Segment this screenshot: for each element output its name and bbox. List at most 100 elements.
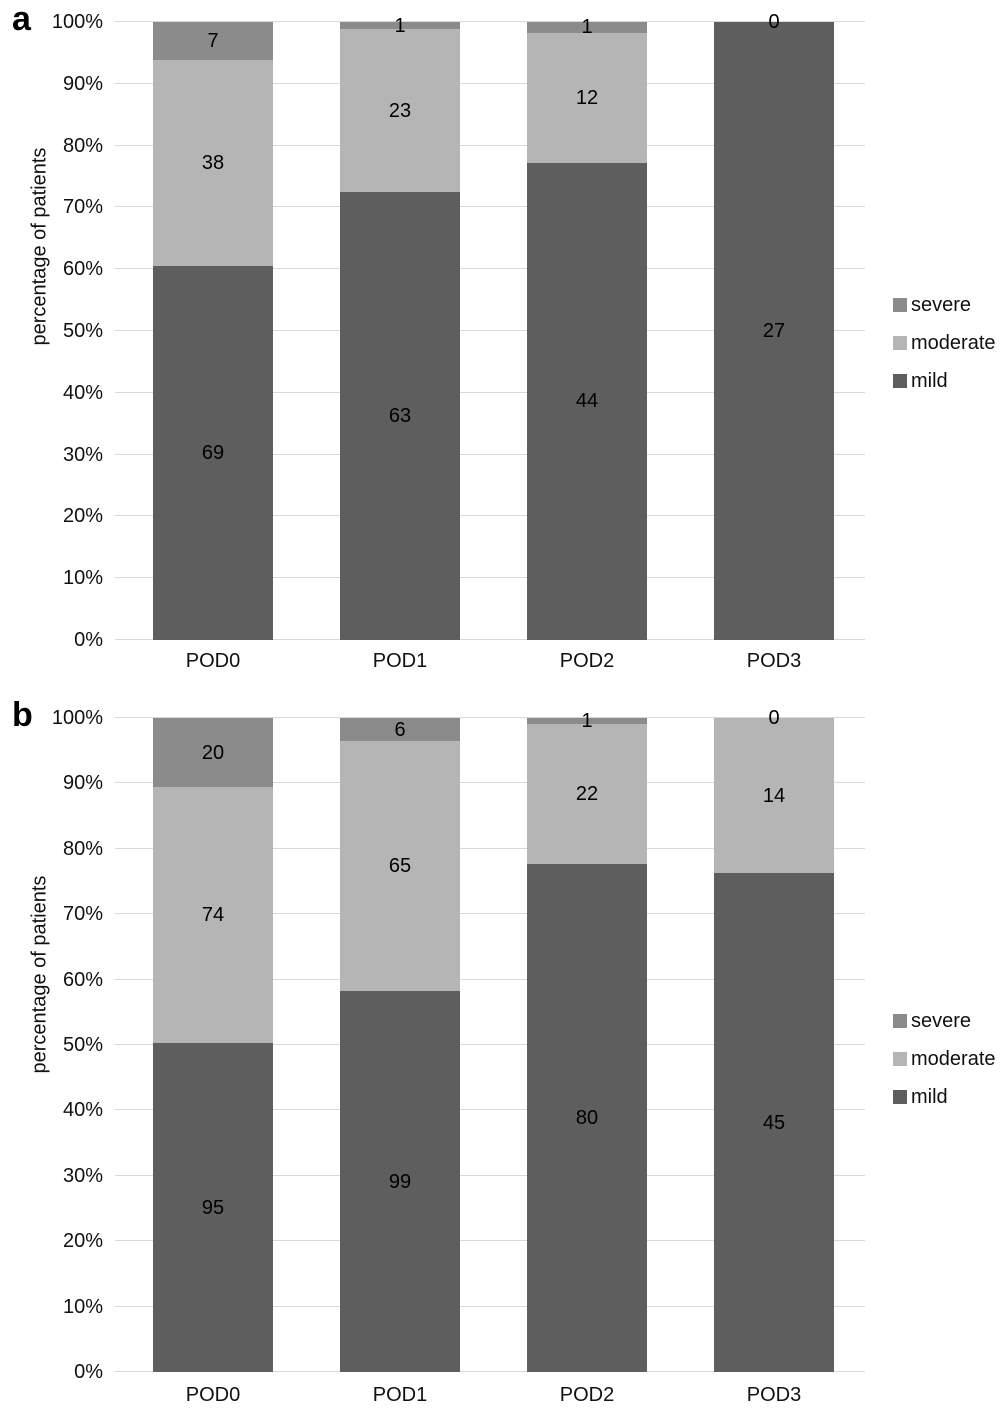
legend-label: moderate [911,332,996,354]
bar-value-label: 45 [762,1111,786,1134]
legend-swatch-moderate-icon [893,1052,907,1066]
y-tick-label: 50% [62,1034,103,1056]
legend-item-moderate: moderate [893,332,996,354]
bar-segment-mild [714,873,834,1372]
legend-label: moderate [911,1048,996,1070]
bar-value-label: 1 [581,16,593,39]
bar-segment-mild [340,991,460,1372]
legend-swatch-mild-icon [893,1090,907,1104]
bar-value-label: 65 [388,855,412,878]
gridline [115,782,865,784]
legend-swatch-severe-icon [893,298,907,312]
y-tick-label: 80% [62,837,103,860]
stacked-bar-pod3: 27 0 [714,12,834,640]
gridline [115,515,865,517]
y-tick-label: 20% [62,1230,103,1253]
bar-value-label: 80 [575,1107,599,1130]
gridline [115,1240,865,1242]
bar-segment-moderate [340,741,460,992]
y-tick-label: 0% [74,629,103,651]
gridline [115,913,865,915]
legend-label: mild [911,370,948,392]
gridline [115,144,865,146]
x-axis-label-pod2: POD2 [559,650,615,672]
gridline [115,1371,865,1372]
y-tick-label: 60% [62,968,103,991]
x-axis-label-pod1: POD1 [372,1384,428,1406]
y-tick-label: 60% [62,258,103,281]
y-tick-label: 40% [62,381,103,404]
chart-panel-b: b percentage of patients 0% 10% 20% 30% 40% 5… [0,696,1000,1423]
gridline [115,1305,865,1307]
chart-panel-a: a percentage of patients 0% 10% 20% 30% 40% 5… [0,0,1000,696]
bar-value-label: 0 [768,11,780,33]
bar-value-label: 27 [762,320,786,342]
y-tick-label: 80% [62,134,103,157]
bar-value-label: 6 [394,718,406,741]
bar-value-label: 99 [388,1170,412,1193]
bar-segment-moderate [340,29,460,193]
y-tick-label: 100% [51,11,103,33]
bar-segment-severe [153,718,273,788]
legend-label: severe [911,294,972,316]
bar-segment-mild [340,192,460,640]
y-tick-label: 90% [62,72,103,95]
gridline [115,1044,865,1045]
stacked-bar-pod2: 80 22 1 [527,711,647,1372]
gridline [115,391,865,393]
bar-value-label: 44 [575,390,599,413]
y-tick-label: 90% [62,772,103,795]
legend: severe moderate mild [893,1010,996,1126]
y-tick-label: 40% [62,1099,103,1122]
x-axis-label-pod2: POD2 [559,1384,615,1406]
bar-segment-mild [153,1043,273,1372]
panel-label-b: b [12,696,33,734]
y-tick-label: 30% [62,443,103,466]
bar-segment-moderate [714,718,834,874]
y-tick-label: 10% [62,567,103,590]
plot-area: 0% 10% 20% 30% 40% 50% 60% 70% 80% 90% 100% 69 38 7 63… [52,12,865,650]
gridline [115,717,865,718]
x-axis-label-pod3: POD3 [746,1384,802,1406]
bar-value-label: 1 [581,710,593,733]
bar-segment-moderate [527,32,647,163]
gridline [115,577,865,579]
bar-value-label: 74 [201,904,225,927]
bar-value-label: 12 [575,86,599,109]
y-tick-label: 100% [51,707,103,729]
legend-item-mild: mild [893,1087,996,1107]
gridline [115,1174,865,1176]
stacked-bar-pod0: 95 74 20 [153,718,273,1372]
y-tick-label: 70% [62,903,103,926]
plot-area: 0% 10% 20% 30% 40% 50% 60% 70% 80% 90% 100% 95 74 20 9… [52,708,865,1382]
bar-value-label: 22 [575,783,599,806]
bar-segment-severe [153,22,273,60]
legend-item-severe: severe [893,1010,996,1032]
bar-segment-mild [153,265,273,640]
gridline [115,639,865,640]
legend-swatch-severe-icon [893,1014,907,1028]
stacked-bar-pod1: 63 23 1 [340,16,460,640]
y-tick-label: 20% [62,505,103,528]
x-axis-label-pod0: POD0 [185,650,241,672]
x-axis-label-pod1: POD1 [372,650,428,672]
x-axis-label-pod3: POD3 [746,650,802,672]
bar-value-label: 38 [201,151,225,174]
panel-label-a: a [12,0,31,38]
bar-segment-mild [714,22,834,640]
y-tick-label: 50% [62,320,103,342]
stacked-bar-pod0: 69 38 7 [153,22,273,640]
stacked-bar-pod3: 45 14 0 [714,708,834,1372]
y-tick-label: 70% [62,196,103,219]
bar-value-label: 0 [768,707,780,729]
bar-value-label: 23 [388,99,412,122]
gridline [115,847,865,849]
bar-value-label: 1 [394,14,406,37]
bar-segment-severe [527,22,647,33]
gridline [115,330,865,331]
bar-segment-mild [527,162,647,640]
bar-value-label: 14 [762,784,786,807]
bar-segment-severe [340,718,460,742]
legend-label: severe [911,1010,972,1032]
gridline [115,453,865,455]
